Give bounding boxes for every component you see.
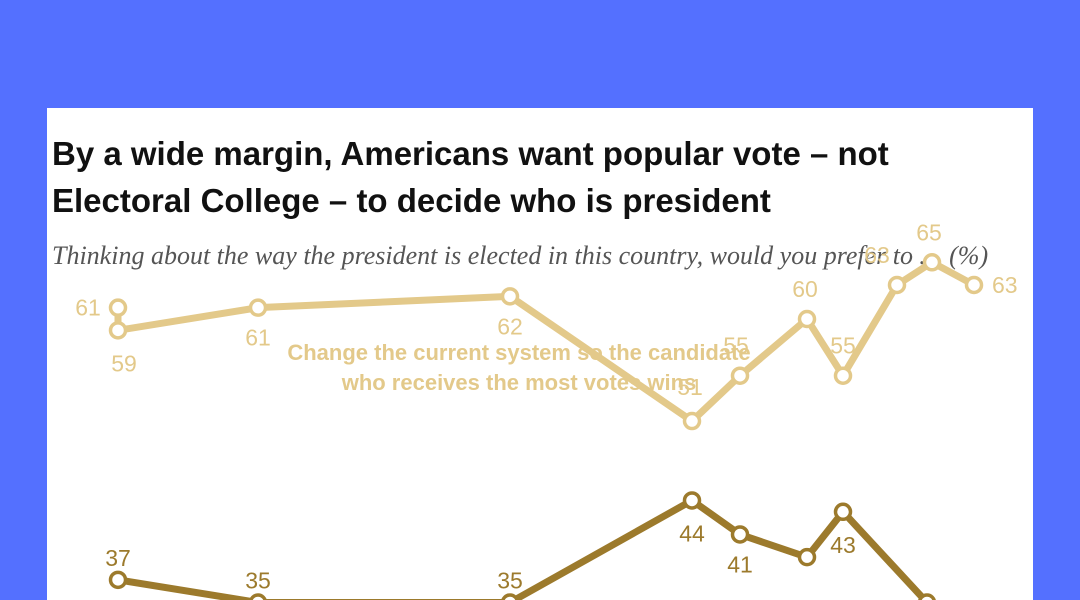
series-label-change: Change the current system so the candida… [287, 340, 750, 395]
data-point-change [108, 321, 128, 340]
data-label-keep: 35 [245, 568, 271, 594]
data-label-keep: 43 [830, 532, 856, 558]
data-label-keep: 44 [679, 520, 705, 546]
data-label-change: 63 [992, 272, 1018, 298]
data-label-change: 63 [864, 242, 890, 268]
data-label-keep: 41 [727, 551, 753, 577]
series-name-group: Change the current system so the candida… [287, 340, 750, 395]
data-point-keep [501, 593, 519, 600]
data-point-keep [833, 502, 853, 522]
data-point-change [730, 366, 750, 385]
data-label-change: 51 [677, 374, 703, 400]
data-label-change: 61 [245, 325, 271, 351]
data-point-change [248, 298, 268, 317]
data-label-keep: 37 [105, 545, 131, 571]
series-line-keep [114, 496, 930, 600]
data-point-keep [249, 593, 267, 600]
data-label-change: 59 [111, 350, 137, 376]
data-label-change: 55 [830, 333, 856, 359]
data-point-change [887, 275, 907, 295]
data-label-change: 62 [497, 313, 523, 339]
data-point-change [922, 253, 942, 272]
line-chart: Change the current system so the candida… [75, 219, 1018, 600]
data-label-change: 55 [723, 333, 749, 359]
data-point-change [500, 287, 520, 306]
data-labels: 61 59 61 62 51 55 60 55 63 65 63 37 35 35 44 41 43 [75, 219, 1017, 593]
data-point-keep [730, 525, 750, 544]
data-label-change: 61 [75, 295, 101, 321]
data-point-change [797, 309, 817, 329]
series-markers [108, 253, 984, 600]
chart-title: By a wide margin, Americans want popular… [52, 135, 889, 219]
data-point-change [108, 298, 128, 317]
data-point-change [964, 275, 984, 295]
data-point-keep [108, 570, 128, 590]
data-point-keep [682, 491, 702, 510]
data-point-keep [918, 593, 936, 600]
data-point-change [833, 366, 853, 385]
data-point-change [682, 411, 702, 431]
data-point-keep [797, 547, 817, 567]
data-label-change: 60 [792, 276, 818, 302]
data-label-change: 65 [916, 219, 942, 245]
series-label-line: Change the current system so the candida… [287, 340, 750, 365]
chart-card: By a wide margin, Americans want popular… [47, 108, 1033, 600]
chart-subtitle: Thinking about the way the president is … [52, 241, 989, 270]
data-label-keep: 35 [497, 568, 523, 594]
